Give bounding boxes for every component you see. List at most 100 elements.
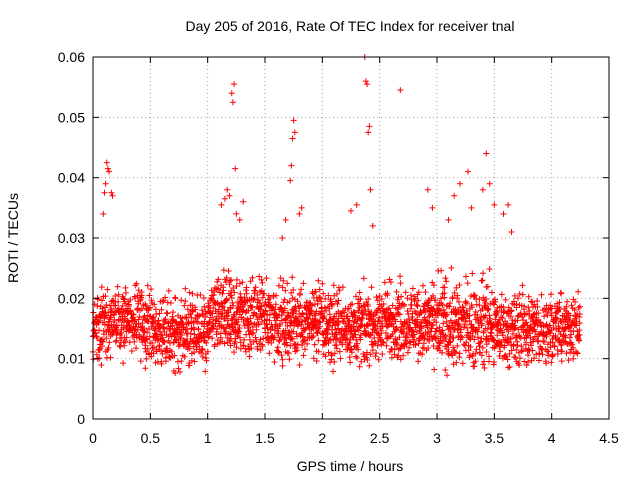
data-point xyxy=(297,302,304,309)
data-point xyxy=(321,304,328,311)
data-point xyxy=(308,309,315,316)
data-point xyxy=(98,361,105,368)
data-point xyxy=(277,275,284,282)
data-point xyxy=(223,296,230,303)
data-point xyxy=(257,336,264,343)
data-point xyxy=(348,349,355,356)
data-point xyxy=(162,294,169,301)
data-point xyxy=(451,289,458,296)
data-point xyxy=(142,365,149,372)
data-point xyxy=(449,352,456,359)
data-point xyxy=(415,297,422,304)
data-point xyxy=(264,312,271,319)
y-tick-label: 0 xyxy=(77,411,85,427)
data-point xyxy=(446,333,453,340)
data-point xyxy=(325,339,332,346)
data-point xyxy=(229,299,236,306)
data-point xyxy=(298,342,305,349)
data-point xyxy=(147,304,154,311)
data-point xyxy=(113,337,120,344)
data-point xyxy=(144,345,151,352)
data-point xyxy=(98,297,105,304)
data-point xyxy=(322,295,329,302)
data-point xyxy=(282,287,289,294)
data-point xyxy=(365,296,372,303)
data-point xyxy=(138,305,145,312)
data-point xyxy=(289,274,296,281)
data-point xyxy=(252,334,259,341)
data-point xyxy=(383,335,390,342)
data-point xyxy=(247,315,254,322)
data-point xyxy=(225,317,232,324)
data-point xyxy=(418,323,425,330)
data-point xyxy=(336,348,343,355)
data-point xyxy=(215,276,222,283)
data-point xyxy=(230,302,237,309)
data-point xyxy=(296,305,303,312)
data-point xyxy=(410,336,417,343)
data-point xyxy=(450,334,457,341)
y-tick-label: 0.01 xyxy=(58,351,85,367)
data-point xyxy=(350,323,357,330)
data-point xyxy=(459,334,466,341)
data-point xyxy=(247,278,254,285)
data-point xyxy=(112,292,119,299)
data-point xyxy=(202,314,209,321)
data-point xyxy=(407,339,414,346)
data-point xyxy=(182,298,189,305)
y-tick-label: 0.02 xyxy=(58,290,85,306)
data-point xyxy=(133,345,140,352)
data-point xyxy=(419,282,426,289)
x-tick-label: 3.5 xyxy=(485,430,505,446)
data-point xyxy=(230,349,237,356)
data-point xyxy=(397,280,404,287)
data-point xyxy=(422,289,429,296)
data-point xyxy=(337,355,344,362)
data-point xyxy=(370,312,377,319)
data-point xyxy=(146,333,153,340)
data-point xyxy=(341,309,348,316)
data-point xyxy=(333,345,340,352)
data-point xyxy=(314,300,321,307)
data-point xyxy=(104,286,111,293)
data-point xyxy=(241,336,248,343)
data-point xyxy=(123,334,130,341)
data-point xyxy=(296,361,303,368)
data-point xyxy=(420,332,427,339)
data-point xyxy=(325,292,332,299)
data-point xyxy=(443,278,450,285)
chart-title: Day 205 of 2016, Rate Of TEC Index for r… xyxy=(186,18,515,34)
data-point xyxy=(318,298,325,305)
data-point xyxy=(354,355,361,362)
data-point xyxy=(315,277,322,284)
data-point xyxy=(391,351,398,358)
data-point xyxy=(364,356,371,363)
data-point xyxy=(277,321,284,328)
data-point xyxy=(404,295,411,302)
data-point xyxy=(192,306,199,313)
data-point xyxy=(454,342,461,349)
data-point xyxy=(164,310,171,317)
data-point xyxy=(172,295,179,302)
data-point xyxy=(254,291,261,298)
data-point xyxy=(453,359,460,366)
data-point xyxy=(281,296,288,303)
x-tick-label: 4 xyxy=(548,430,556,446)
data-point xyxy=(395,310,402,317)
data-point xyxy=(443,372,450,379)
data-point xyxy=(201,303,208,310)
data-point xyxy=(358,315,365,322)
data-point xyxy=(336,287,343,294)
data-point xyxy=(322,353,329,360)
data-point xyxy=(181,353,188,360)
data-point xyxy=(459,303,466,310)
data-point xyxy=(397,273,404,280)
data-point xyxy=(151,301,158,308)
data-point xyxy=(372,353,379,360)
data-point xyxy=(320,290,327,297)
data-point xyxy=(144,282,151,289)
data-point xyxy=(356,300,363,307)
data-point xyxy=(400,302,407,309)
data-point xyxy=(203,339,210,346)
